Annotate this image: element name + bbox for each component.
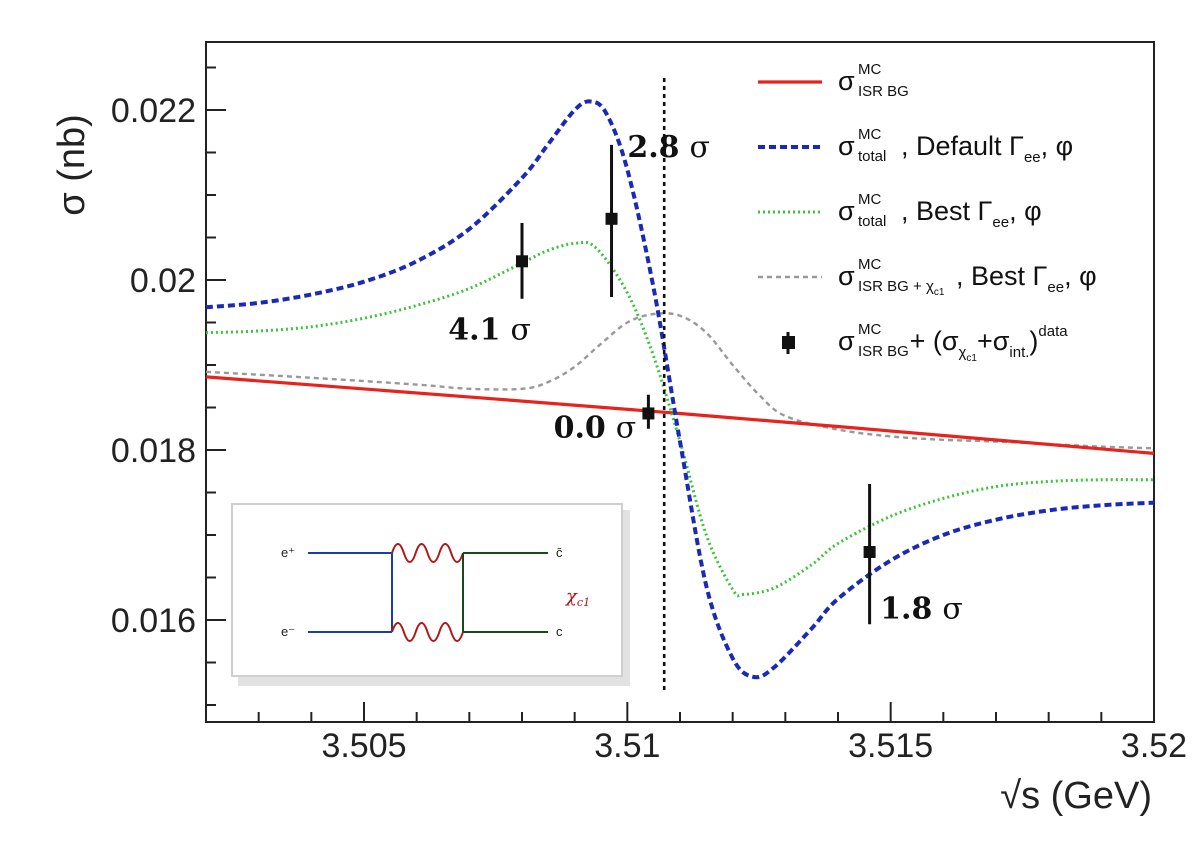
y-tick-label: 0.016	[111, 602, 196, 640]
data-point	[642, 394, 655, 429]
legend-sup: MC	[858, 61, 881, 78]
legend-sup: MC	[858, 191, 881, 208]
legend-sup: MC	[858, 256, 881, 273]
y-tick-label: 0.018	[111, 432, 196, 470]
legend-data: σ MC ISR BG + (σχc1+σint.)data	[782, 321, 1068, 364]
isr-bg-chi-curve	[205, 312, 1155, 450]
data-marker	[863, 546, 876, 558]
x-tick-label: 3.51	[594, 727, 660, 765]
legend-sub: total	[858, 148, 886, 165]
legend-sub: ISR BG + χc1	[858, 278, 945, 298]
legend-total-best: σ MC total , Best Γee, φ	[758, 191, 1042, 231]
feynman-inset: e⁺ e⁻ c̄ c χc1	[231, 503, 630, 686]
legend-symbol: σ	[838, 66, 855, 96]
data-marker	[605, 212, 618, 225]
data-point	[516, 223, 528, 299]
significance-annotations: 2.8 σ 4.1 σ 0.0 σ 1.8 σ	[448, 130, 963, 627]
legend-symbol: σ	[838, 326, 855, 356]
data-marker	[516, 255, 528, 268]
data-marker	[642, 407, 655, 420]
c-label: c	[556, 624, 563, 639]
chi-c1-label: χc1	[564, 586, 590, 609]
significance-label: 2.8 σ	[627, 130, 710, 165]
e-minus-label: e⁻	[281, 624, 295, 639]
isr-bg-curve	[205, 375, 1155, 455]
significance-label: 4.1 σ	[448, 313, 531, 348]
legend-text: + (σχc1+σint.)data	[910, 323, 1069, 364]
y-tick-label: 0.022	[111, 92, 196, 130]
x-tick-label: 3.52	[1121, 727, 1187, 765]
legend-sup: MC	[858, 321, 881, 338]
legend-sub: ISR BG	[858, 83, 909, 100]
total-best-curve	[205, 240, 1155, 598]
legend-sub: total	[858, 213, 886, 230]
axes: 3.505 3.51 3.515 3.52 0.016 0.018 0.02 0.022	[111, 66, 1187, 765]
legend-isr-bg: σ MC ISR BG	[758, 61, 909, 100]
legend-symbol: σ	[838, 131, 855, 161]
data-point	[863, 484, 876, 625]
legend-swatch-marker	[782, 336, 795, 349]
legend-text: , Best Γee, φ	[956, 261, 1097, 296]
y-axis-title: σ (nb)	[51, 114, 93, 216]
data-points	[516, 144, 876, 625]
photon-bottom	[391, 622, 464, 642]
legend-text: , Default Γee, φ	[901, 131, 1073, 166]
legend-total-default: σ MC total , Default Γee, φ	[758, 126, 1073, 166]
c-bar-label: c̄	[556, 545, 563, 560]
y-tick-label: 0.02	[130, 262, 196, 300]
curves	[205, 99, 1155, 680]
legend-sub: ISR BG	[858, 343, 909, 360]
x-axis-title: √s (GeV)	[1000, 775, 1152, 817]
legend-sup: MC	[858, 126, 881, 143]
x-tick-label: 3.515	[848, 727, 933, 765]
e-plus-label: e⁺	[281, 545, 295, 560]
legend-symbol: σ	[838, 196, 855, 226]
significance-label: 1.8 σ	[880, 591, 963, 626]
legend-symbol: σ	[838, 261, 855, 291]
total-default-curve	[205, 99, 1155, 680]
x-tick-label: 3.505	[321, 727, 406, 765]
photon-top	[391, 543, 464, 563]
data-point	[605, 144, 618, 297]
significance-label: 0.0 σ	[554, 410, 637, 445]
legend-text: , Best Γee, φ	[901, 196, 1042, 231]
legend-isr-bg-chi: σ MC ISR BG + χc1 , Best Γee, φ	[758, 256, 1097, 298]
